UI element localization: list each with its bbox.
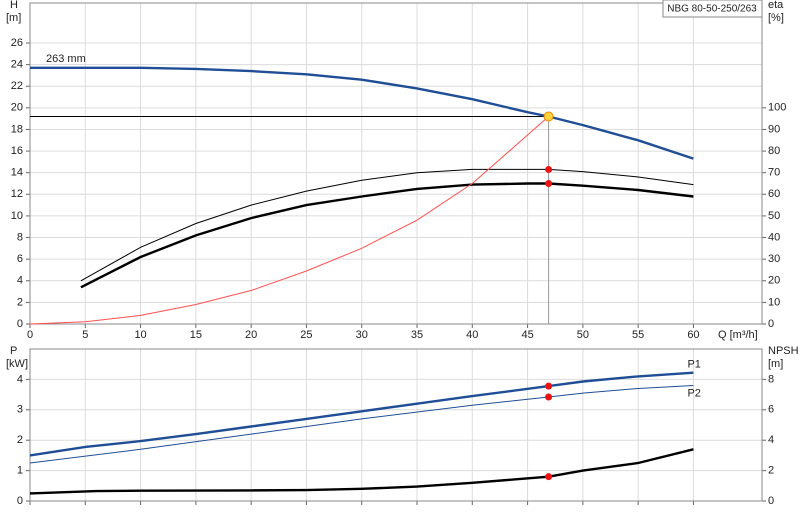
plot-frame	[29, 348, 763, 502]
y2-tick-label: 20	[768, 275, 780, 287]
curve	[29, 385, 694, 464]
y-tick-label: 4	[17, 373, 23, 385]
y-tick-label: 16	[11, 145, 23, 157]
x-tick-label: 0	[27, 329, 33, 341]
y-tick-label: 26	[11, 37, 23, 49]
x-tick-label: 20	[245, 329, 257, 341]
y-tick-label: 10	[11, 210, 23, 222]
y-tick-label: 1	[17, 465, 23, 477]
y-tick-label: 6	[17, 253, 23, 265]
y2-tick-label: 40	[768, 231, 780, 243]
y2-tick-label: 30	[768, 253, 780, 265]
curve	[30, 66, 694, 160]
y-tick-label: 18	[11, 123, 23, 135]
x-tick-label: 60	[687, 329, 699, 341]
y-tick-label: 22	[11, 80, 23, 92]
x-tick-label: 45	[521, 329, 533, 341]
y2-tick-label: 60	[768, 188, 780, 200]
y-tick-label: 0	[17, 318, 23, 330]
x-tick-label: 25	[300, 329, 312, 341]
y-tick-label: 24	[11, 59, 23, 71]
curve-label: P2	[687, 387, 700, 399]
y2-axis-unit: [m]	[768, 358, 783, 370]
y2-axis-unit: [%]	[768, 12, 784, 24]
y2-tick-label: 10	[768, 296, 780, 308]
y2-axis-label: eta	[768, 0, 784, 11]
x-tick-label: 55	[632, 329, 644, 341]
y-tick-label: 2	[17, 296, 23, 308]
title-box	[662, 0, 763, 18]
duty-marker	[545, 179, 553, 187]
y-tick-label: 0	[17, 495, 23, 507]
y2-tick-label: 2	[768, 465, 774, 477]
curve	[29, 116, 549, 325]
curve	[80, 168, 694, 282]
curve-label: 263 mm	[46, 53, 86, 65]
duty-marker	[545, 165, 553, 173]
y-tick-label: 3	[17, 404, 23, 416]
y-axis-unit: [m]	[6, 12, 21, 24]
y2-tick-label: 70	[768, 167, 780, 179]
y2-tick-label: 0	[768, 318, 774, 330]
x-axis-label: Q [m³/h]	[718, 329, 758, 341]
duty-marker	[545, 393, 553, 401]
y2-tick-label: 8	[768, 373, 774, 385]
y-tick-label: 4	[17, 275, 23, 287]
y-tick-label: 8	[17, 231, 23, 243]
y2-tick-label: 4	[768, 434, 774, 446]
x-tick-label: 15	[190, 329, 202, 341]
curve	[29, 371, 694, 457]
curve	[80, 182, 694, 289]
y-tick-label: 14	[11, 167, 23, 179]
y-axis-label: P	[10, 345, 17, 357]
y-axis-label: H	[10, 0, 18, 11]
y2-tick-label: 6	[768, 404, 774, 416]
y-axis-unit: [kW]	[6, 358, 28, 370]
y2-tick-label: 50	[768, 210, 780, 222]
curve-label: P1	[687, 359, 700, 371]
duty-marker	[543, 111, 554, 122]
x-tick-label: 50	[577, 329, 589, 341]
y-tick-label: 20	[11, 102, 23, 114]
duty-marker	[545, 382, 553, 390]
y2-tick-label: 80	[768, 145, 780, 157]
curve	[29, 448, 694, 495]
duty-marker	[545, 473, 553, 481]
x-tick-label: 30	[356, 329, 368, 341]
plot-frame	[29, 2, 763, 325]
x-tick-label: 5	[82, 329, 88, 341]
chart-title: NBG 80-50-250/263	[667, 4, 757, 15]
y2-tick-label: 100	[768, 102, 786, 114]
y-tick-label: 12	[11, 188, 23, 200]
y-tick-label: 2	[17, 434, 23, 446]
x-tick-label: 10	[134, 329, 146, 341]
y2-axis-label: NPSH	[768, 345, 799, 357]
x-tick-label: 40	[466, 329, 478, 341]
x-tick-label: 35	[411, 329, 423, 341]
y2-tick-label: 90	[768, 123, 780, 135]
y2-tick-label: 0	[768, 495, 774, 507]
